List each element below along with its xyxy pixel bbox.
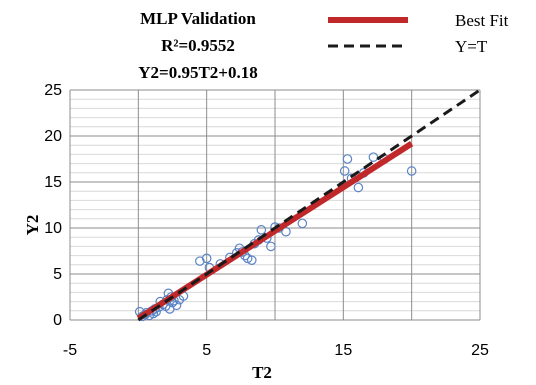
- chart-title-line-3: Y2=0.95T2+0.18: [138, 63, 258, 82]
- data-point: [339, 166, 350, 176]
- data-point: [297, 218, 308, 229]
- data-point: [342, 154, 353, 164]
- data-point: [266, 241, 276, 252]
- data-point: [406, 166, 417, 176]
- y-tick-label: 0: [53, 312, 62, 329]
- y-tick-label: 15: [44, 174, 62, 191]
- chart-grid: [69, 89, 481, 321]
- data-point: [256, 225, 267, 235]
- chart-title-line-1: MLP Validation: [140, 9, 256, 28]
- legend-best-fit-label: Best Fit: [455, 11, 509, 30]
- y-tick-label: 10: [44, 220, 62, 237]
- chart-ticks: 0 5 10 15 20 25 -5 5 15 25: [44, 82, 489, 359]
- y-tick-label: 20: [44, 128, 62, 145]
- y-axis-label: Y2: [23, 215, 42, 236]
- y-tick-label: 25: [44, 82, 62, 99]
- legend: Best Fit Y=T: [328, 11, 509, 56]
- data-point: [195, 256, 205, 266]
- data-point: [201, 253, 212, 264]
- data-point: [171, 300, 182, 311]
- identity-line: [137, 88, 481, 322]
- x-tick-label: -5: [63, 342, 77, 359]
- legend-identity-label: Y=T: [455, 37, 488, 56]
- x-axis-label: T2: [252, 363, 272, 382]
- x-tick-label: 15: [334, 342, 352, 359]
- data-point: [246, 255, 257, 265]
- chart-series: [134, 88, 481, 322]
- x-tick-label: 25: [471, 342, 489, 359]
- x-tick-label: 5: [202, 342, 211, 359]
- y-tick-label: 5: [53, 266, 62, 283]
- data-point: [353, 182, 364, 193]
- chart-title-line-2: R²=0.9552: [161, 36, 235, 55]
